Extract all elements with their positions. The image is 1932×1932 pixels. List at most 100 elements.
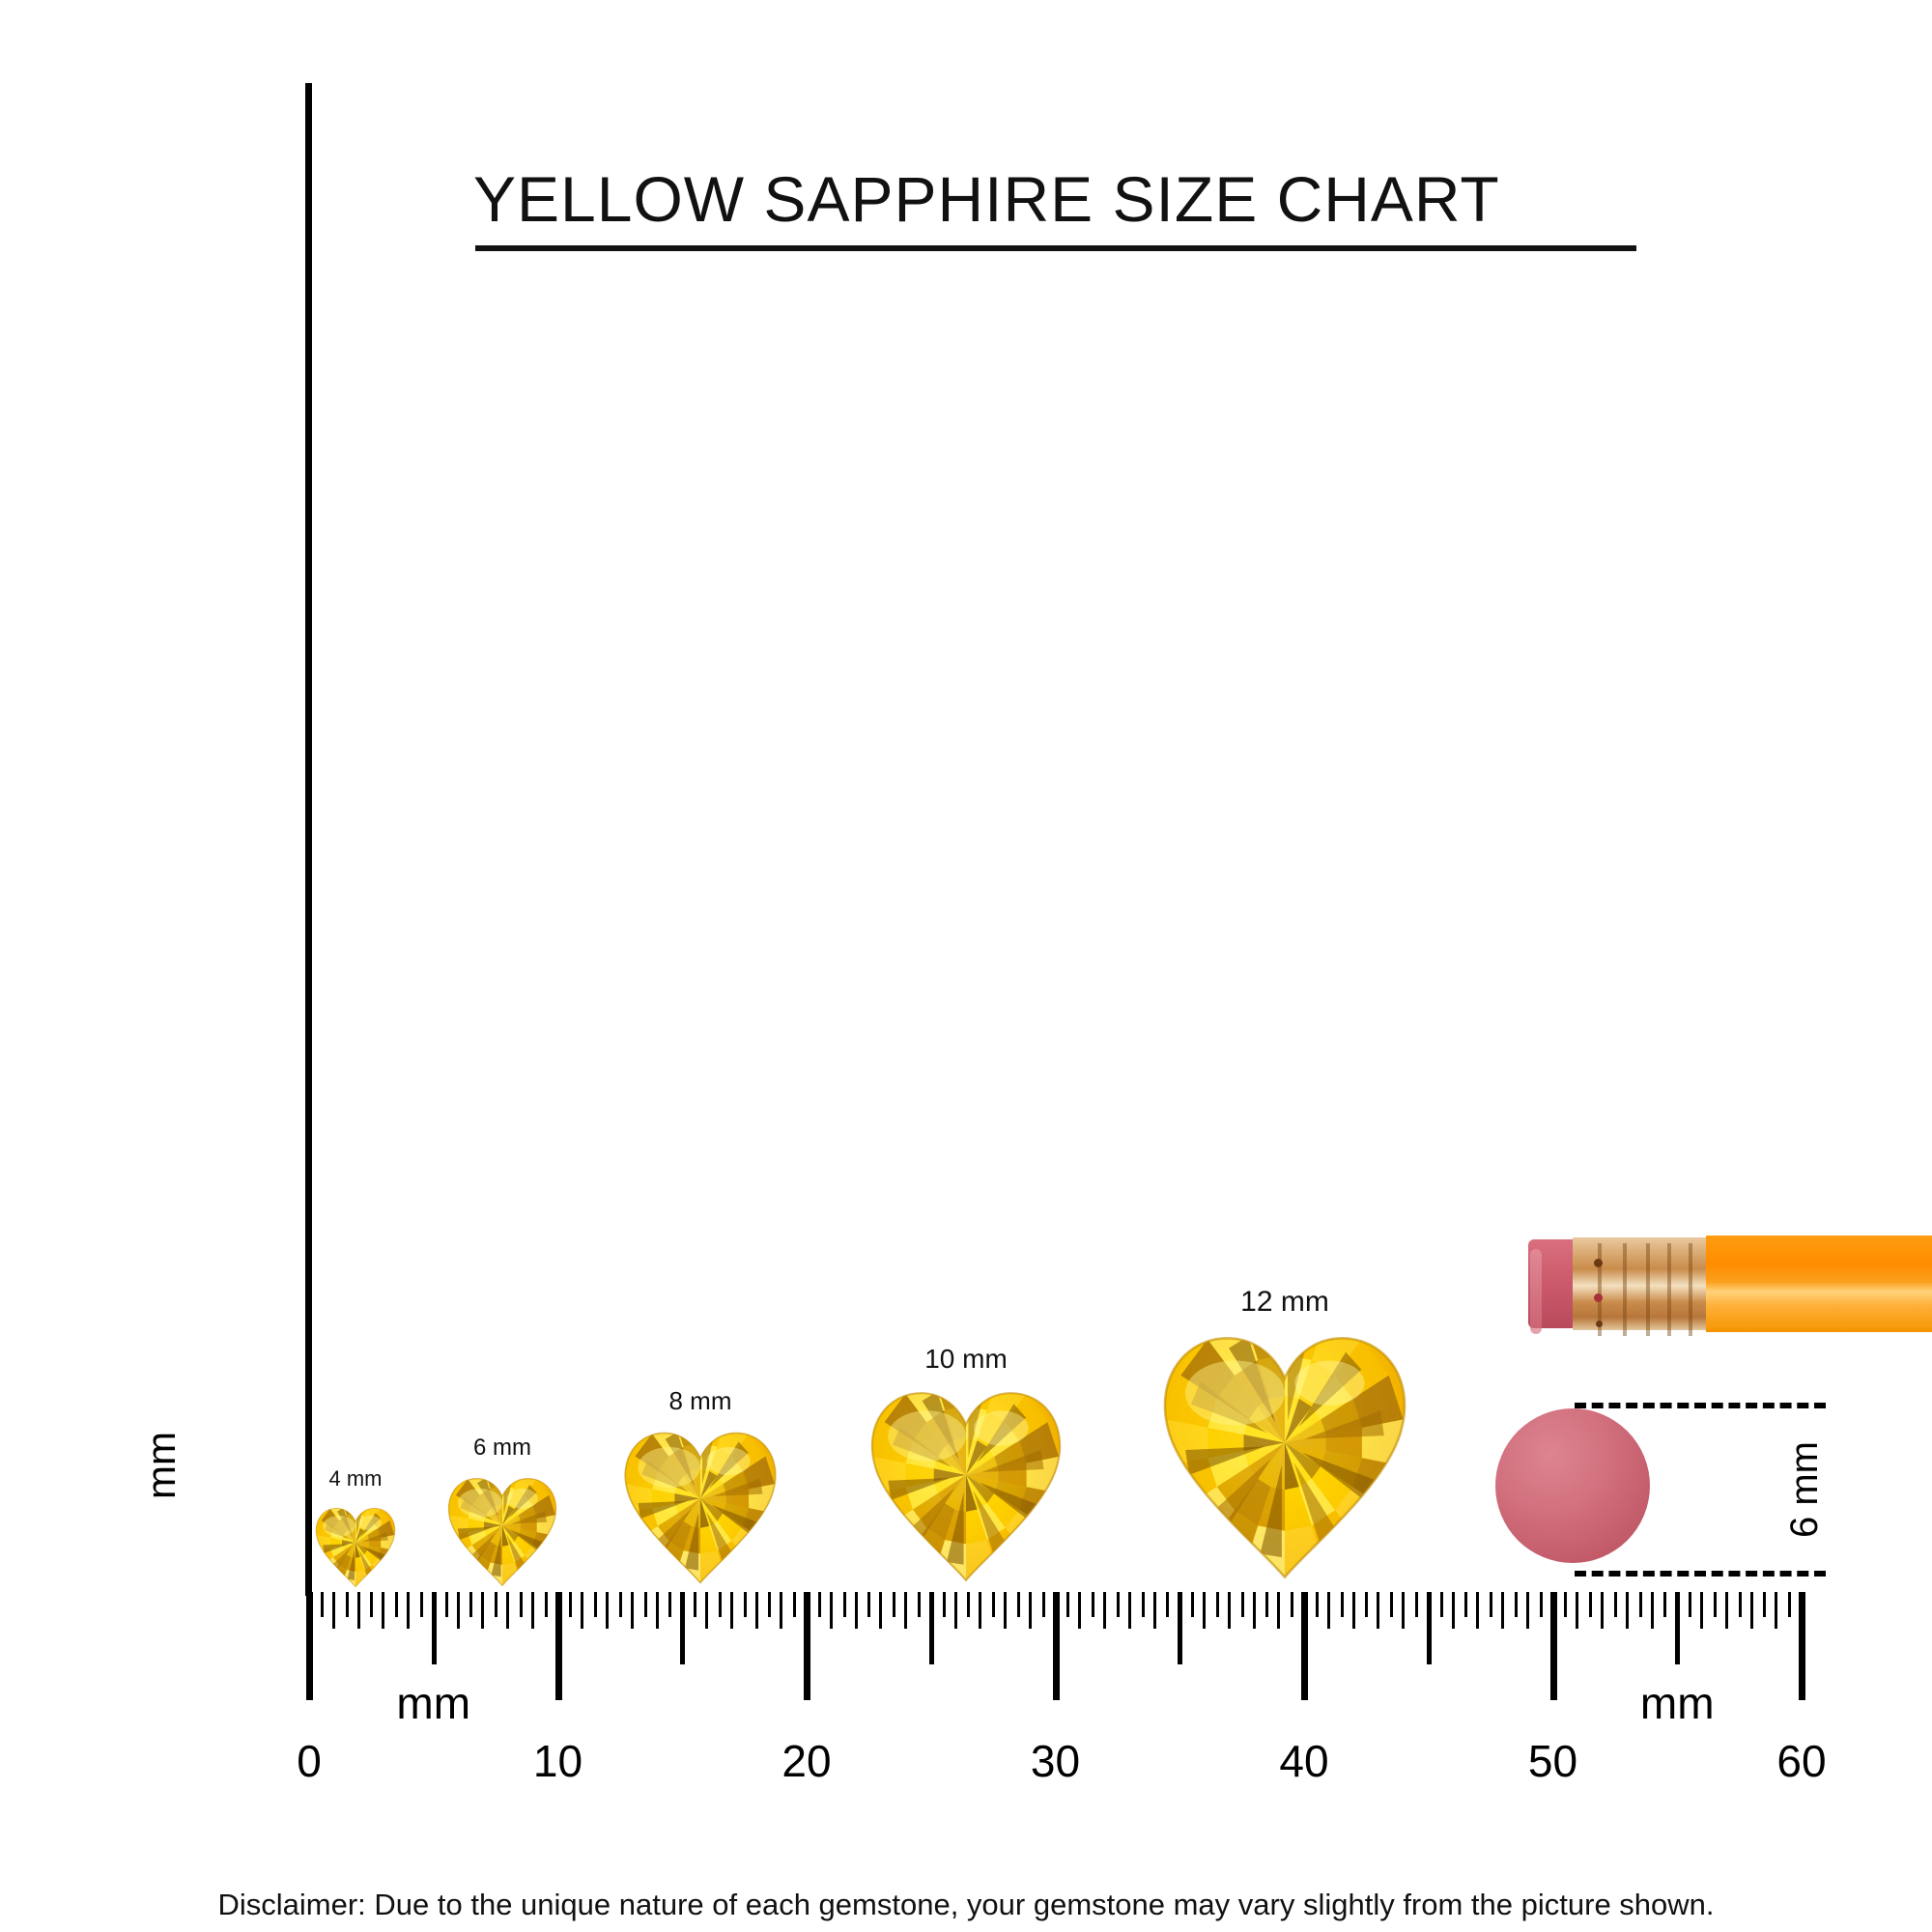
horizontal-subtick (1613, 1592, 1617, 1617)
gemstone-4mm[interactable]: 4 mm (313, 1466, 398, 1592)
horizontal-subtick (992, 1592, 996, 1617)
horizontal-subtick (1414, 1592, 1418, 1617)
horizontal-tick-45 (1426, 1592, 1432, 1664)
gemstone-12mm[interactable]: 12 mm (1155, 1288, 1414, 1592)
horizontal-tick-4 (407, 1592, 410, 1629)
horizontal-tick-26 (953, 1592, 957, 1629)
horizontal-subtick (1788, 1592, 1792, 1617)
horizontal-tick-34 (1152, 1592, 1156, 1629)
horizontal-tick-17 (729, 1592, 733, 1629)
horizontal-subtick (1215, 1592, 1219, 1617)
eraser-disc (1495, 1408, 1650, 1563)
horizontal-subtick (1713, 1592, 1717, 1617)
horizontal-tick-20 (804, 1592, 810, 1700)
pencil-body (1706, 1236, 1932, 1332)
horizontal-tick-49 (1525, 1592, 1529, 1629)
horizontal-subtick (842, 1592, 846, 1617)
horizontal-subtick (917, 1592, 921, 1617)
horizontal-subtick (1490, 1592, 1493, 1617)
gemstone-10mm[interactable]: 10 mm (865, 1346, 1067, 1592)
horizontal-subtick (967, 1592, 971, 1617)
horizontal-subtick (942, 1592, 946, 1617)
horizontal-tick-54 (1650, 1592, 1654, 1629)
gemstone-6mm[interactable]: 6 mm (444, 1435, 560, 1592)
horizontal-subtick (544, 1592, 548, 1617)
disclaimer-text: Disclaimer: Due to the unique nature of … (217, 1888, 1715, 1921)
horizontal-tick-44 (1402, 1592, 1405, 1629)
horizontal-subtick (1589, 1592, 1593, 1617)
horizontal-subtick (370, 1592, 374, 1617)
horizontal-tick-label-30: 30 (1030, 1736, 1081, 1786)
horizontal-subtick (1092, 1592, 1095, 1617)
horizontal-subtick (668, 1592, 672, 1617)
horizontal-tick-38 (1252, 1592, 1256, 1629)
horizontal-subtick (320, 1592, 324, 1617)
horizontal-subtick (1265, 1592, 1269, 1617)
horizontal-subtick (1166, 1592, 1170, 1617)
horizontal-unit-label: mm (1639, 1678, 1715, 1728)
horizontal-subtick (1663, 1592, 1667, 1617)
gemstone-label-12mm: 12 mm (1240, 1286, 1329, 1318)
horizontal-subtick (817, 1592, 821, 1617)
gemstone-label-10mm: 10 mm (924, 1344, 1008, 1374)
horizontal-tick-8 (506, 1592, 509, 1629)
horizontal-subtick (1365, 1592, 1369, 1617)
gemstone-label-6mm: 6 mm (473, 1435, 531, 1461)
horizontal-subtick (1390, 1592, 1394, 1617)
horizontal-subtick (1514, 1592, 1518, 1617)
horizontal-subtick (1041, 1592, 1045, 1617)
horizontal-subtick (793, 1592, 797, 1617)
horizontal-tick-58 (1749, 1592, 1753, 1629)
horizontal-tick-35 (1178, 1592, 1183, 1664)
horizontal-tick-36 (1203, 1592, 1206, 1629)
horizontal-tick-33 (1127, 1592, 1131, 1629)
horizontal-tick-label-20: 20 (781, 1736, 832, 1786)
horizontal-tick-15 (680, 1592, 686, 1664)
pencil-eraser-highlight (1530, 1249, 1542, 1334)
horizontal-subtick (569, 1592, 573, 1617)
horizontal-tick-0 (306, 1592, 313, 1700)
horizontal-tick-39 (1277, 1592, 1281, 1629)
page-title: YELLOW SAPPHIRE SIZE CHART (473, 163, 1500, 235)
horizontal-subtick (1638, 1592, 1642, 1617)
horizontal-tick-2 (356, 1592, 360, 1629)
horizontal-tick-11 (581, 1592, 584, 1629)
horizontal-tick-31 (1078, 1592, 1082, 1629)
horizontal-subtick (419, 1592, 423, 1617)
horizontal-tick-6 (456, 1592, 460, 1629)
horizontal-tick-42 (1351, 1592, 1355, 1629)
horizontal-tick-19 (780, 1592, 783, 1629)
horizontal-tick-7 (481, 1592, 485, 1629)
horizontal-subtick (1291, 1592, 1294, 1617)
horizontal-subtick (1763, 1592, 1767, 1617)
horizontal-subtick (444, 1592, 448, 1617)
horizontal-tick-1 (331, 1592, 335, 1629)
horizontal-subtick (1315, 1592, 1319, 1617)
gemstone-8mm[interactable]: 8 mm (619, 1388, 781, 1592)
horizontal-tick-37 (1227, 1592, 1231, 1629)
horizontal-subtick (469, 1592, 473, 1617)
horizontal-tick-label-10: 10 (532, 1736, 583, 1786)
horizontal-tick-48 (1501, 1592, 1504, 1629)
horizontal-tick-label-60: 60 (1776, 1736, 1827, 1786)
horizontal-subtick (643, 1592, 647, 1617)
dimension-line-top (1575, 1403, 1826, 1408)
horizontal-unit-label: mm (396, 1678, 471, 1728)
horizontal-tick-23 (879, 1592, 883, 1629)
horizontal-tick-label-40: 40 (1279, 1736, 1329, 1786)
horizontal-subtick (893, 1592, 896, 1617)
horizontal-tick-21 (829, 1592, 833, 1629)
pencil-ferrule (1573, 1237, 1708, 1336)
horizontal-subtick (594, 1592, 598, 1617)
horizontal-tick-52 (1601, 1592, 1604, 1629)
horizontal-tick-16 (705, 1592, 708, 1629)
horizontal-tick-29 (1028, 1592, 1032, 1629)
horizontal-ruler: 0 10 20 30 40 50 60 mm mm (0, 1584, 1932, 1835)
horizontal-subtick (718, 1592, 722, 1617)
horizontal-subtick (1240, 1592, 1244, 1617)
vertical-axis-line (305, 83, 312, 1596)
horizontal-tick-43 (1377, 1592, 1380, 1629)
horizontal-subtick (1116, 1592, 1120, 1617)
horizontal-subtick (1439, 1592, 1443, 1617)
